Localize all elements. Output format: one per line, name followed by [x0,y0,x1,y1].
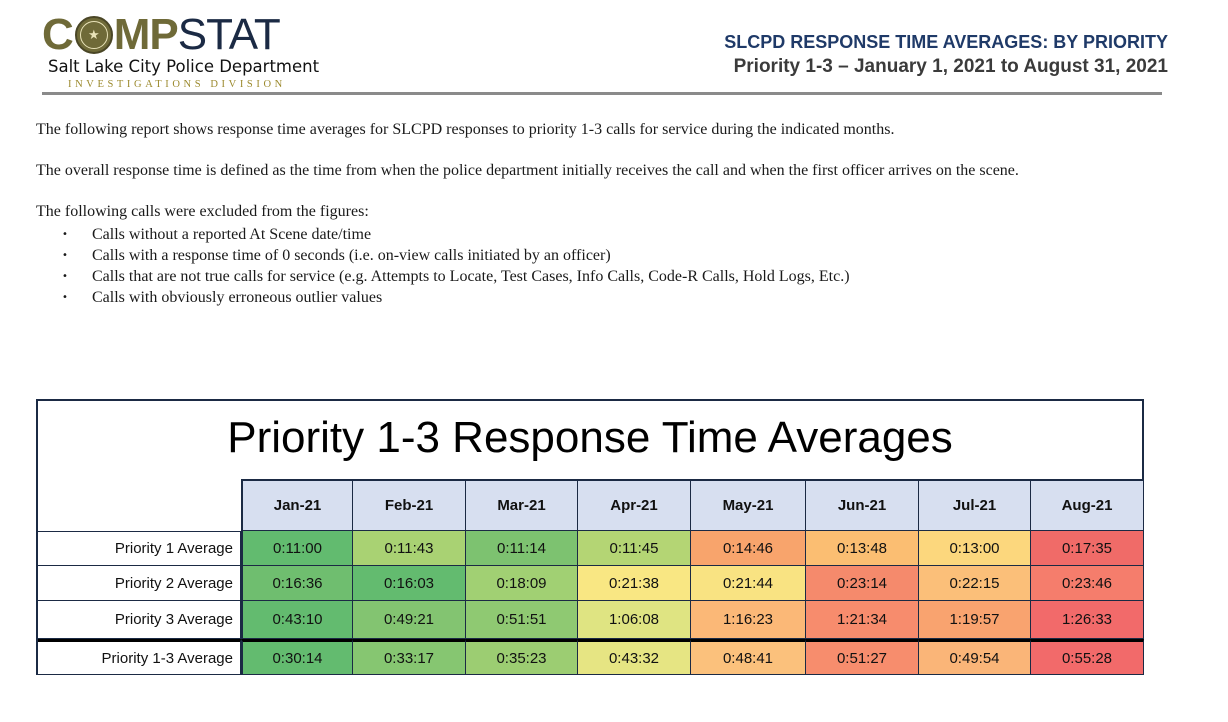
report-date-range: Priority 1-3 – January 1, 2021 to August… [733,56,1168,77]
table-cell: 0:48:41 [691,639,806,675]
table-cell: 0:11:43 [353,531,466,566]
column-header: Jan-21 [241,479,353,531]
column-header: Mar-21 [466,479,578,531]
row-label: Priority 3 Average [38,601,241,639]
list-item: • Calls with a response time of 0 seconds… [62,247,611,264]
list-item: • Calls with obviously erroneous outlier … [62,289,383,306]
table-cell: 1:06:08 [578,601,691,639]
bullet-icon: • [62,229,68,240]
bullet-icon: • [62,271,68,282]
row-label: Priority 2 Average [38,566,241,601]
table-cell: 0:35:23 [466,639,578,675]
column-header: Jul-21 [919,479,1031,531]
table-cell: 0:16:03 [353,566,466,601]
table-cell: 0:21:44 [691,566,806,601]
division-name: INVESTIGATIONS DIVISION [68,79,286,90]
list-item: • Calls without a reported At Scene date/… [62,226,372,243]
table-cell: 0:17:35 [1031,531,1144,566]
bullet-icon: • [62,250,68,261]
intro-paragraph: The following report shows response time… [36,121,895,138]
definition-paragraph: The overall response time is defined as … [36,162,1019,179]
table-cell: 0:55:28 [1031,639,1144,675]
response-time-table: Priority 1-3 Response Time Averages Jan-… [36,399,1144,675]
row-label: Priority 1 Average [38,531,241,566]
table-cell: 0:18:09 [466,566,578,601]
logo-letter-c: C [42,10,74,59]
table-cell: 0:13:00 [919,531,1031,566]
table-cell: 0:30:14 [241,639,353,675]
table-cell: 1:19:57 [919,601,1031,639]
table-cell: 1:26:33 [1031,601,1144,639]
table-cell: 0:43:10 [241,601,353,639]
compstat-logo: C ★ MP STAT Salt Lake City Police Depart… [42,10,319,92]
table-cell: 0:23:46 [1031,566,1144,601]
table-cell: 0:49:21 [353,601,466,639]
table-cell: 0:33:17 [353,639,466,675]
table-title: Priority 1-3 Response Time Averages [227,413,953,462]
table-cell: 1:21:34 [806,601,919,639]
table-cell: 1:16:23 [691,601,806,639]
table-cell: 0:13:48 [806,531,919,566]
logo-letters-mp: MP [113,10,179,59]
table-cell: 0:11:14 [466,531,578,566]
column-header: Aug-21 [1031,479,1144,531]
table-cell: 0:49:54 [919,639,1031,675]
column-header: Feb-21 [353,479,466,531]
table-cell: 0:23:14 [806,566,919,601]
table-cell: 0:43:32 [578,639,691,675]
table-cell: 0:51:51 [466,601,578,639]
table-cell: 0:11:00 [241,531,353,566]
exclusions-intro: The following calls were excluded from t… [36,203,369,220]
table-cell: 0:21:38 [578,566,691,601]
department-name: Salt Lake City Police Department [48,57,320,76]
list-item: • Calls that are not true calls for servi… [62,268,850,285]
column-header: Jun-21 [806,479,919,531]
table-cell: 0:11:45 [578,531,691,566]
table-cell: 0:14:46 [691,531,806,566]
logo-wordmark: C ★ MP STAT [42,10,281,59]
header-divider [42,92,1162,95]
row-label: Priority 1-3 Average [38,639,241,675]
column-header: Apr-21 [578,479,691,531]
column-header: May-21 [691,479,806,531]
compstat-seal-icon: ★ [74,16,113,54]
table-cell: 0:22:15 [919,566,1031,601]
bullet-icon: • [62,292,68,303]
exclusions-list: • Calls without a reported At Scene date/… [62,224,850,308]
logo-letters-stat: STAT [177,10,281,59]
table-cell: 0:51:27 [806,639,919,675]
table-cell: 0:16:36 [241,566,353,601]
report-title: SLCPD RESPONSE TIME AVERAGES: BY PRIORIT… [724,32,1168,52]
